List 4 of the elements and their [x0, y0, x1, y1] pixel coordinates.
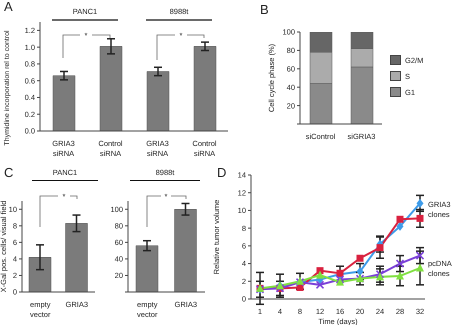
text: A — [4, 0, 13, 14]
text: B — [260, 2, 269, 17]
text: C — [4, 165, 14, 180]
text: D — [217, 165, 226, 180]
